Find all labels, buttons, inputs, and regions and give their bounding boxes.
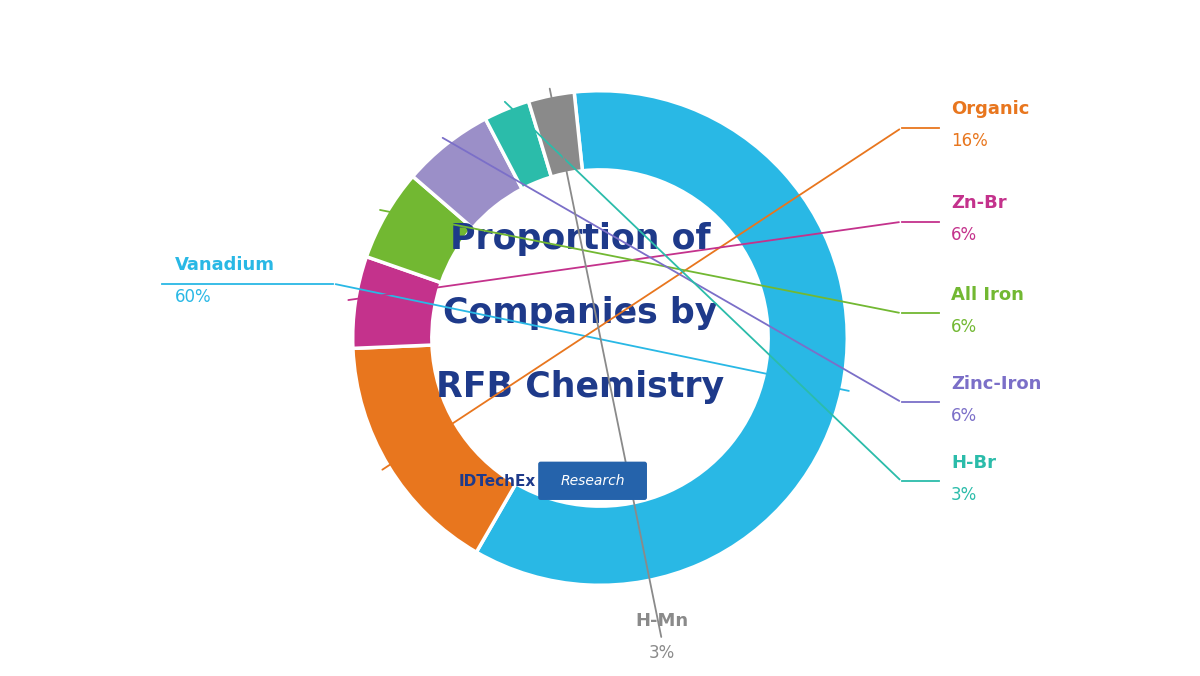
Text: 3%: 3% — [649, 644, 674, 662]
Text: H-Br: H-Br — [952, 454, 996, 472]
Text: Research: Research — [560, 475, 625, 489]
Text: 6%: 6% — [952, 318, 977, 336]
Wedge shape — [486, 101, 551, 189]
Text: RFB Chemistry: RFB Chemistry — [436, 370, 725, 404]
Wedge shape — [353, 257, 442, 348]
Text: Zn-Br: Zn-Br — [952, 194, 1007, 212]
Text: Vanadium: Vanadium — [175, 256, 275, 274]
Wedge shape — [353, 345, 516, 552]
Wedge shape — [476, 91, 847, 585]
Wedge shape — [528, 92, 582, 177]
Text: 6%: 6% — [952, 407, 977, 425]
FancyBboxPatch shape — [538, 462, 647, 500]
Text: Organic: Organic — [952, 100, 1030, 118]
Text: H-Mn: H-Mn — [635, 612, 689, 630]
Wedge shape — [413, 119, 522, 228]
Text: 16%: 16% — [952, 132, 988, 150]
Text: All Iron: All Iron — [952, 286, 1024, 304]
Text: 6%: 6% — [952, 226, 977, 245]
Text: Companies by: Companies by — [443, 296, 718, 331]
Text: 3%: 3% — [952, 486, 977, 504]
Text: Zinc-Iron: Zinc-Iron — [952, 375, 1042, 393]
Text: IDTechEx: IDTechEx — [458, 474, 535, 489]
Text: Proportion of: Proportion of — [450, 222, 710, 256]
Text: 60%: 60% — [175, 288, 211, 306]
Wedge shape — [366, 176, 473, 283]
